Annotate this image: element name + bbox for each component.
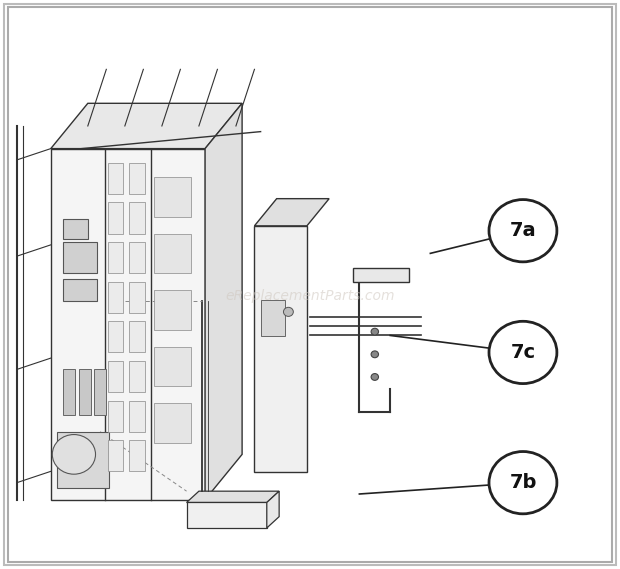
Bar	[154, 233, 191, 273]
Text: 7c: 7c	[510, 343, 536, 362]
Polygon shape	[51, 104, 242, 149]
Circle shape	[371, 374, 379, 380]
Text: 7b: 7b	[509, 473, 537, 492]
Circle shape	[371, 351, 379, 358]
Text: 7a: 7a	[510, 221, 536, 240]
Circle shape	[283, 307, 293, 316]
Polygon shape	[205, 104, 242, 500]
Bar	[63, 242, 97, 273]
Circle shape	[52, 435, 95, 474]
Bar	[108, 361, 123, 392]
Bar	[130, 361, 145, 392]
Polygon shape	[353, 268, 409, 282]
Bar	[130, 242, 145, 273]
Bar	[108, 282, 123, 313]
Circle shape	[371, 328, 379, 335]
Bar	[63, 369, 76, 415]
Circle shape	[489, 200, 557, 262]
Polygon shape	[254, 199, 329, 226]
Bar	[108, 440, 123, 471]
Bar	[108, 321, 123, 352]
Bar	[130, 440, 145, 471]
Bar	[108, 163, 123, 194]
Bar	[154, 403, 191, 443]
Bar	[154, 290, 191, 330]
Bar	[260, 300, 285, 336]
Bar	[79, 369, 91, 415]
Bar	[154, 177, 191, 217]
Bar	[130, 401, 145, 432]
Polygon shape	[51, 149, 205, 500]
Bar	[130, 282, 145, 313]
Circle shape	[489, 321, 557, 384]
Bar	[94, 369, 106, 415]
Bar	[108, 401, 123, 432]
Bar	[63, 220, 88, 239]
Polygon shape	[254, 226, 307, 472]
Bar	[130, 321, 145, 352]
Bar	[130, 163, 145, 194]
Bar	[57, 432, 109, 488]
Polygon shape	[267, 491, 279, 528]
Bar	[63, 279, 97, 302]
Bar	[130, 203, 145, 233]
Circle shape	[489, 452, 557, 514]
Polygon shape	[187, 502, 267, 528]
Text: eReplacementParts.com: eReplacementParts.com	[225, 289, 395, 303]
Bar	[108, 242, 123, 273]
Bar	[154, 347, 191, 386]
Polygon shape	[187, 491, 279, 502]
Bar	[108, 203, 123, 233]
